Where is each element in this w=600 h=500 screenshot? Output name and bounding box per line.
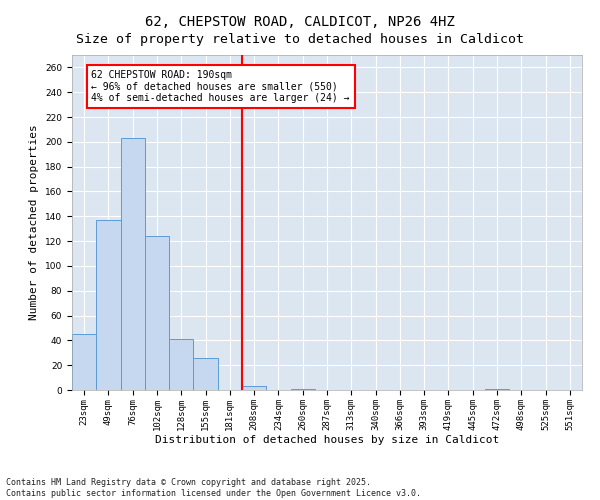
Y-axis label: Number of detached properties: Number of detached properties	[29, 124, 40, 320]
Bar	[121, 138, 145, 390]
Bar	[169, 339, 193, 390]
Bar	[290, 389, 315, 390]
Text: 62 CHEPSTOW ROAD: 190sqm
← 96% of detached houses are smaller (550)
4% of semi-d: 62 CHEPSTOW ROAD: 190sqm ← 96% of detach…	[91, 70, 350, 103]
Text: 62, CHEPSTOW ROAD, CALDICOT, NP26 4HZ: 62, CHEPSTOW ROAD, CALDICOT, NP26 4HZ	[145, 15, 455, 29]
Text: Size of property relative to detached houses in Caldicot: Size of property relative to detached ho…	[76, 32, 524, 46]
Bar	[145, 236, 169, 390]
Bar	[72, 334, 96, 390]
Bar	[96, 220, 121, 390]
X-axis label: Distribution of detached houses by size in Caldicot: Distribution of detached houses by size …	[155, 436, 499, 446]
Bar	[193, 358, 218, 390]
Bar	[242, 386, 266, 390]
Bar	[485, 389, 509, 390]
Text: Contains HM Land Registry data © Crown copyright and database right 2025.
Contai: Contains HM Land Registry data © Crown c…	[6, 478, 421, 498]
